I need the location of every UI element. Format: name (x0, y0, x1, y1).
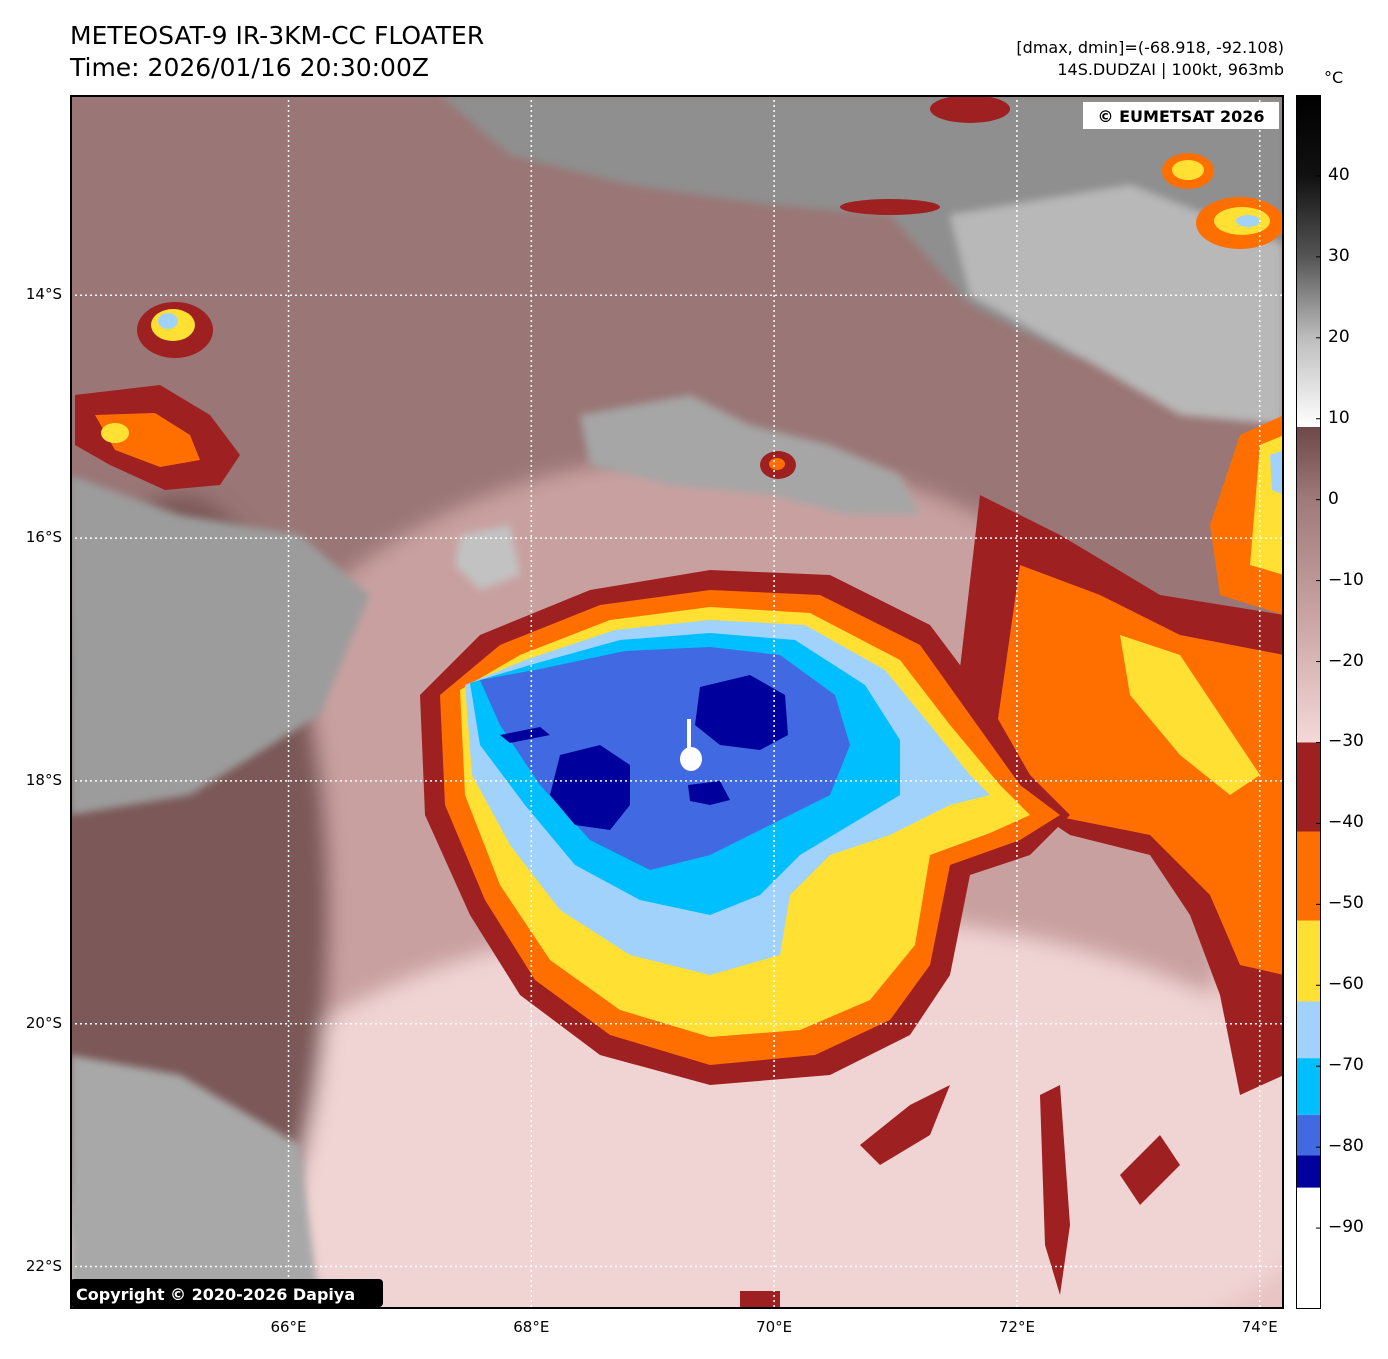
title-line2: Time: 2026/01/16 20:30:00Z (70, 53, 429, 82)
colorbar (1296, 95, 1322, 1309)
colorbar-tick-label-0: 40 (1328, 164, 1350, 185)
colorbar-tick-label-6: −20 (1328, 650, 1364, 671)
colorbar-tick-label-3: 10 (1328, 407, 1350, 428)
colorbar-band-2 (1296, 1114, 1321, 1156)
colorbar-band-3 (1296, 1058, 1321, 1115)
colorbar-tick-label-4: 0 (1328, 488, 1339, 509)
colorbar-band-4 (1296, 1001, 1321, 1059)
colorbar-tick-label-11: −70 (1328, 1055, 1364, 1076)
coldest-cloud-tops (500, 675, 788, 830)
dapiya-watermark: Copyright © 2020-2026 Dapiya (70, 1279, 383, 1307)
colorbar-tick-label-13: −90 (1328, 1217, 1364, 1238)
lat-tick-label-3: 20°S (25, 1013, 62, 1032)
colorbar-tick-label-7: −30 (1328, 731, 1364, 752)
colorbar-tick-label-1: 30 (1328, 245, 1350, 266)
dapiya-copyright: Copyright © 2020-2026 Dapiya (76, 1285, 355, 1304)
colorbar-tick-label-12: −80 (1328, 1136, 1364, 1157)
lat-tick-label-2: 18°S (25, 770, 62, 789)
lon-tick-label-4: 74°E (1241, 1318, 1278, 1336)
dmax-dmin-readout: [dmax, dmin]=(-68.918, -92.108) (1016, 38, 1284, 57)
title-line1: METEOSAT-9 IR-3KM-CC FLOATER (70, 21, 485, 50)
colorbar-band-1 (1296, 1155, 1321, 1188)
lat-lon-gridlines (70, 95, 1284, 1309)
lon-tick-label-2: 70°E (756, 1318, 793, 1336)
convective-cell-north (760, 451, 796, 479)
storm-info: 14S.DUDZAI | 100kt, 963mb (1057, 60, 1284, 79)
convective-cells-northeast (840, 95, 1284, 249)
convective-cluster-west (75, 385, 240, 490)
colorbar-tick-label-8: −40 (1328, 812, 1364, 833)
lon-tick-label-3: 72°E (998, 1318, 1035, 1336)
lon-tick-label-0: 66°E (270, 1318, 307, 1336)
colorbar-band-5 (1296, 920, 1321, 1002)
colorbar-band-0 (1296, 1187, 1321, 1309)
lon-tick-label-1: 68°E (513, 1318, 550, 1336)
colorbar-tick-label-10: −60 (1328, 974, 1364, 995)
lat-tick-label-1: 16°S (25, 528, 62, 547)
central-gray-cloud (580, 395, 920, 515)
southwest-gray-clouds (70, 1055, 320, 1309)
colorbar-band-7 (1296, 742, 1321, 832)
satellite-map[interactable]: © EUMETSAT 2026 Copyright © 2020-2026 Da… (70, 95, 1284, 1309)
colorbar-band-6 (1296, 831, 1321, 921)
western-gray-clouds (70, 475, 370, 815)
lat-tick-label-4: 22°S (25, 1256, 62, 1275)
small-gray-cloud (455, 525, 520, 590)
colorbar-tick-label-5: −10 (1328, 569, 1364, 590)
southern-scattered-cells (740, 1085, 1180, 1309)
eumetsat-copyright: © EUMETSAT 2026 (1098, 107, 1265, 126)
lower-haze (230, 915, 1284, 1309)
colorbar-unit-label: °C (1324, 68, 1344, 87)
northeast-light-clouds (950, 185, 1284, 425)
colorbar-tick-label-9: −50 (1328, 893, 1364, 914)
satellite-imagery: © EUMETSAT 2026 Copyright © 2020-2026 Da… (70, 95, 1284, 1309)
convective-cell-nw (137, 302, 213, 358)
lat-tick-label-0: 14°S (25, 285, 62, 304)
map-border (70, 95, 1284, 1309)
eumetsat-watermark: © EUMETSAT 2026 (1083, 102, 1279, 129)
colorbar-tick-label-2: 20 (1328, 326, 1350, 347)
eastern-feeder-band (950, 415, 1284, 1095)
colorbar-scale (1296, 95, 1321, 1309)
storm-eye (680, 719, 702, 771)
